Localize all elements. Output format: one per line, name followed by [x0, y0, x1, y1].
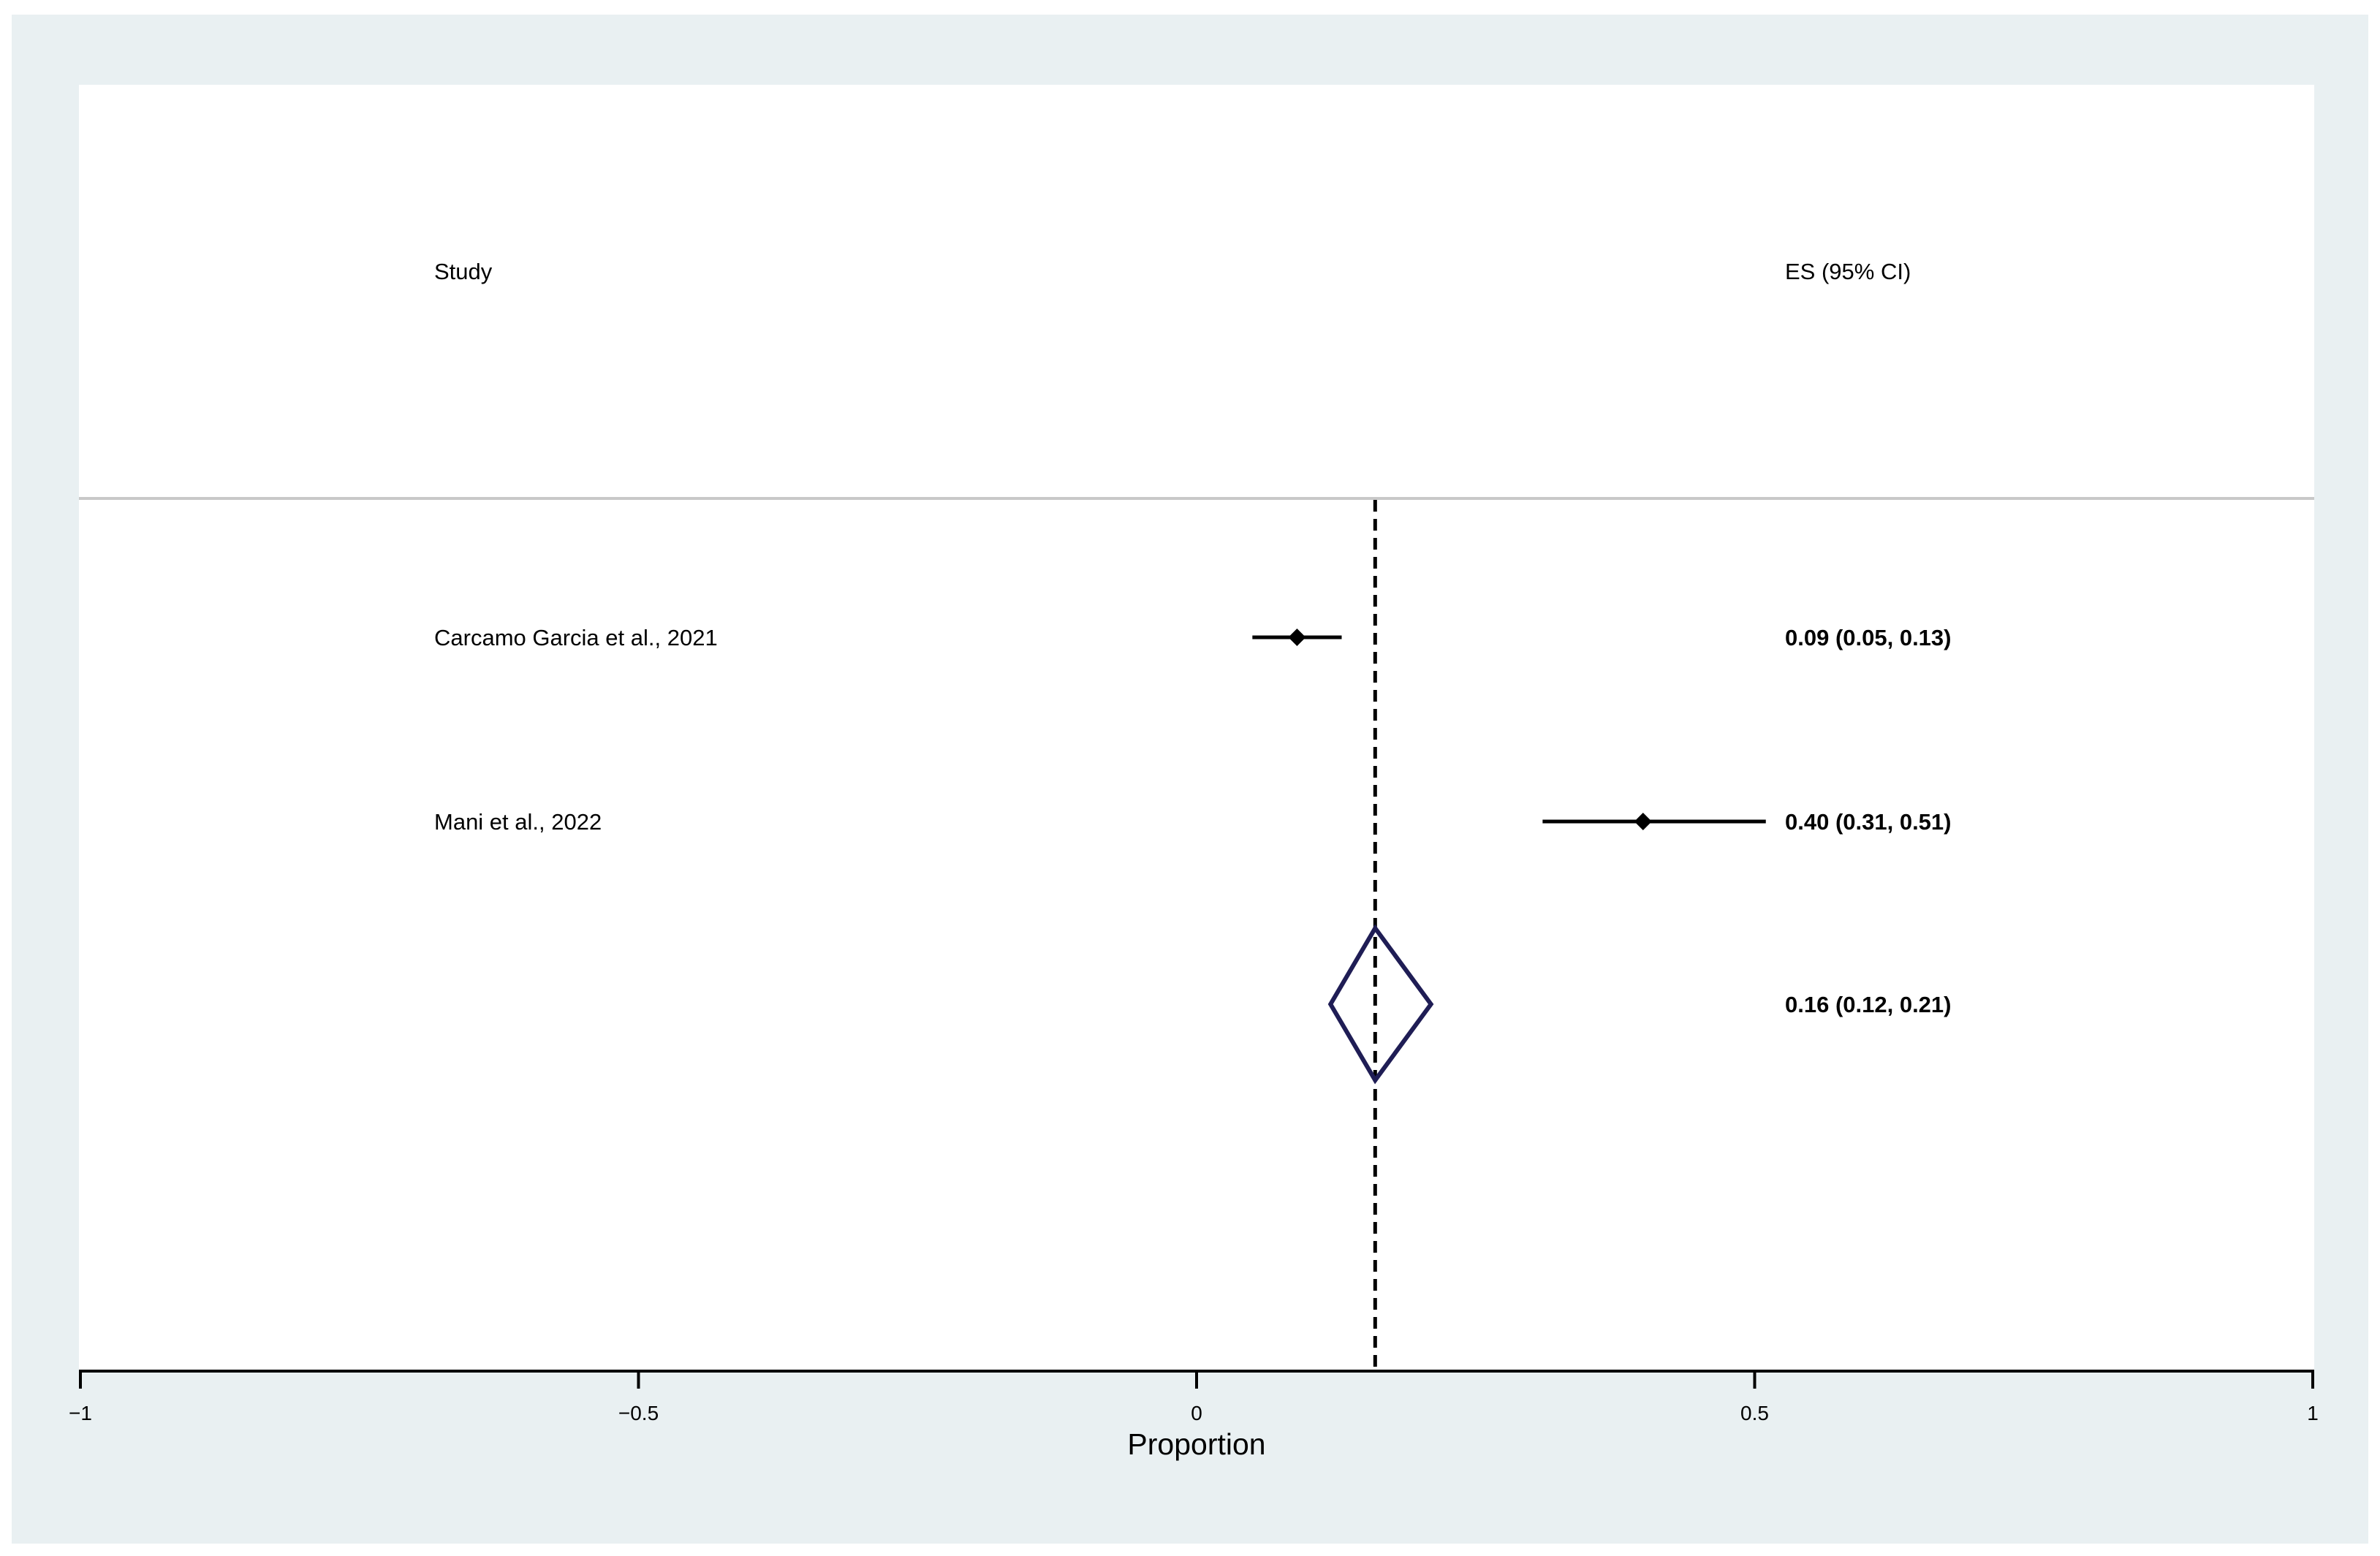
overall-es-value: 0.16 (0.12, 0.21) — [1785, 992, 1952, 1017]
overall-diamond — [1327, 924, 1434, 1085]
es-value: 0.40 (0.31, 0.51) — [1785, 809, 1952, 835]
point-estimate-marker — [1634, 813, 1652, 830]
x-tick-label: 0 — [1191, 1402, 1202, 1424]
point-estimate-marker — [1288, 629, 1306, 646]
es-value: 0.09 (0.05, 0.13) — [1785, 625, 1952, 650]
x-tick-label: −1 — [69, 1402, 92, 1424]
x-tick-label: 0.5 — [1740, 1402, 1769, 1424]
x-axis-label: Proportion — [1127, 1427, 1265, 1461]
es-column-header: ES (95% CI) — [1785, 259, 1911, 284]
study-label: Mani et al., 2022 — [434, 809, 602, 835]
x-tick-label: −0.5 — [618, 1402, 659, 1424]
study-label: Carcamo Garcia et al., 2021 — [434, 625, 718, 650]
x-axis-ticks: −1 −0.5 0 0.5 1 — [69, 1371, 2319, 1424]
x-tick-label: 1 — [2307, 1402, 2319, 1424]
chart-marks: Carcamo Garcia et al., 2021 0.09 (0.05, 0… — [434, 500, 1952, 1370]
plot-region — [79, 85, 2314, 1370]
study-column-header: Study — [434, 259, 493, 284]
